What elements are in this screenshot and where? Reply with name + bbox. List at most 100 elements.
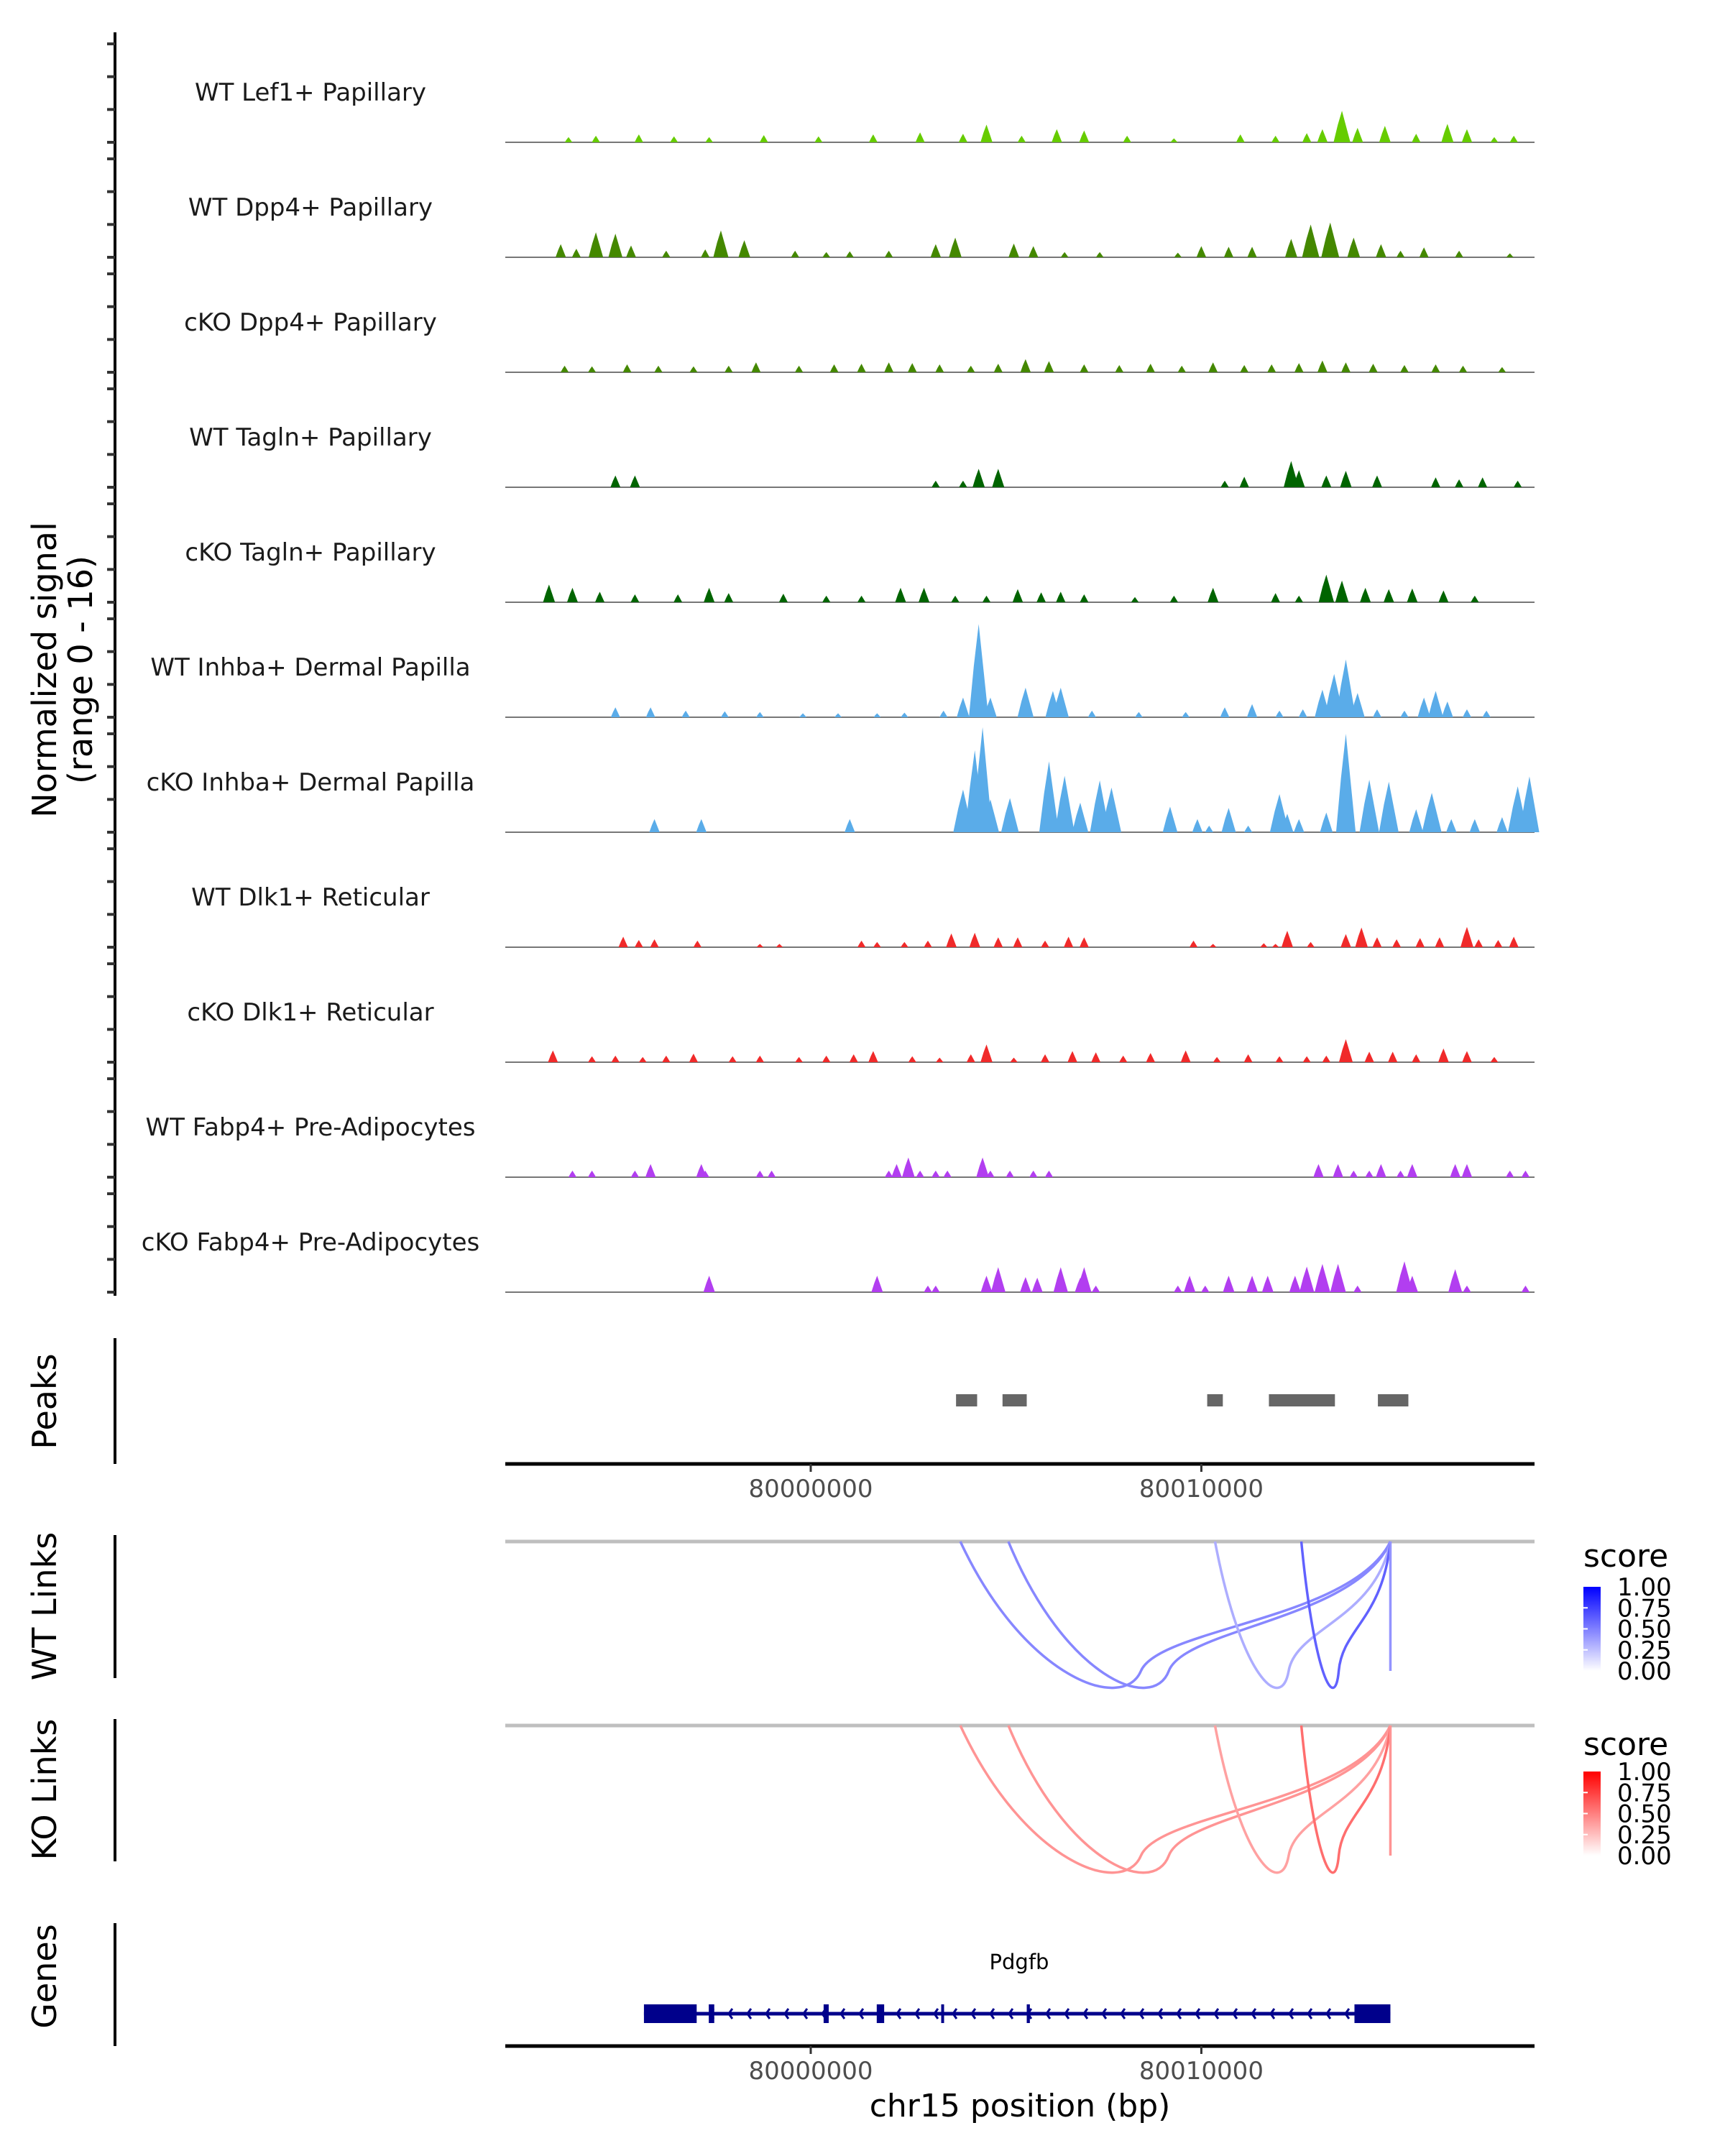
- track-label: WT Fabp4+ Pre-Adipocytes: [146, 1113, 476, 1142]
- strand-arrow: [914, 2008, 921, 2019]
- coverage-y-ticks: [107, 42, 115, 1294]
- signal-peak: [1095, 252, 1104, 257]
- signal-peak: [776, 944, 783, 947]
- coverage-track: cKO Dpp4+ Papillary: [184, 308, 1535, 373]
- signal-peak: [1307, 941, 1315, 947]
- signal-peak: [548, 1050, 558, 1062]
- gene-exon: [823, 2004, 829, 2023]
- signal-peak: [649, 819, 660, 832]
- signal-peak: [795, 365, 804, 372]
- signal-peak: [930, 244, 942, 257]
- signal-peak: [1281, 814, 1294, 832]
- signal-peak: [635, 939, 643, 947]
- x-tick-label: 80000000: [748, 1475, 873, 1503]
- signal-peak: [857, 940, 866, 947]
- signal-peak: [891, 1164, 902, 1177]
- signal-peak: [1302, 133, 1312, 142]
- signal-peak: [829, 364, 839, 372]
- ko-links-panel: KO Links: [25, 1719, 1535, 1874]
- signal-peak: [972, 727, 993, 832]
- signal-peak: [915, 132, 925, 142]
- signal-peak: [966, 1054, 975, 1062]
- signal-peak: [1192, 819, 1203, 832]
- signal-peak: [1431, 364, 1440, 372]
- signal-peak: [1220, 480, 1229, 487]
- signal-peak: [1180, 1050, 1191, 1062]
- legend-title: score: [1583, 1538, 1668, 1575]
- signal-peak: [1347, 237, 1361, 257]
- x-axis-upper: 80000000 80010000: [748, 1464, 1264, 1503]
- signal-peak: [1431, 477, 1440, 487]
- signal-peak: [969, 932, 980, 947]
- signal-peak: [1372, 475, 1382, 487]
- signal-peak: [1407, 588, 1418, 602]
- strand-arrow: [858, 2008, 865, 2019]
- signal-peak: [1460, 926, 1473, 947]
- y-axis-title-line2: (range 0 - 16): [61, 556, 100, 784]
- signal-peak: [972, 469, 985, 487]
- track-label: WT Dpp4+ Papillary: [188, 193, 433, 222]
- signal-peak: [1455, 479, 1464, 487]
- signal-peak: [873, 713, 881, 717]
- track-label: WT Lef1+ Papillary: [195, 78, 426, 107]
- signal-peak: [845, 251, 854, 257]
- signal-peak: [611, 1055, 620, 1062]
- signal-peak: [1284, 461, 1299, 487]
- signal-peak: [610, 707, 620, 717]
- signal-peak: [1239, 476, 1249, 487]
- signal-peak: [1041, 1054, 1049, 1062]
- coverage-track: WT Dpp4+ Papillary: [188, 193, 1535, 258]
- signal-peak: [1170, 138, 1178, 142]
- strand-arrow: [896, 2008, 902, 2019]
- signal-peak: [959, 480, 967, 487]
- signal-peak: [1029, 1170, 1038, 1177]
- x-axis-lower: 80000000 80010000: [748, 2046, 1264, 2086]
- signal-peak: [1474, 939, 1484, 947]
- legend-tick-label: 0.50: [1617, 1616, 1672, 1644]
- signal-peak: [703, 1276, 715, 1292]
- signal-peak: [980, 1044, 993, 1062]
- signal-peak: [1365, 1170, 1374, 1177]
- signal-peak: [1496, 817, 1508, 832]
- signal-peak: [868, 1051, 878, 1062]
- signal-peak: [932, 480, 940, 487]
- signal-peak: [1220, 707, 1230, 717]
- signal-peak: [728, 1056, 737, 1062]
- links-panel-title: KO Links: [25, 1719, 64, 1861]
- signal-peak: [1428, 691, 1443, 717]
- signal-peak: [1313, 1164, 1324, 1177]
- signal-peak: [670, 136, 678, 142]
- signal-peak: [1352, 127, 1363, 142]
- track-label: WT Dlk1+ Reticular: [191, 883, 430, 912]
- signal-peak: [1514, 480, 1522, 487]
- strand-arrow: [1120, 2008, 1126, 2019]
- signal-peak: [1010, 1057, 1018, 1062]
- signal-peak: [936, 1057, 944, 1062]
- signal-peak: [1146, 1053, 1156, 1062]
- signal-peak: [1223, 1276, 1235, 1292]
- signal-peak: [689, 1054, 699, 1062]
- signal-peak: [1017, 135, 1026, 142]
- signal-peak: [701, 1170, 709, 1177]
- coverage-track: WT Dlk1+ Reticular: [191, 883, 1535, 948]
- signal-peak: [1400, 710, 1409, 717]
- signal-peak: [738, 240, 750, 257]
- signal-peak: [713, 230, 729, 257]
- signal-peak: [990, 1267, 1006, 1292]
- signal-peak: [1494, 939, 1503, 947]
- signal-peak: [869, 134, 878, 142]
- signal-peak: [884, 362, 894, 372]
- coverage-track: cKO Tagln+ Papillary: [185, 538, 1535, 603]
- signal-peak: [1053, 1267, 1068, 1292]
- gene-exon: [643, 2004, 697, 2023]
- coverage-track: cKO Inhba+ Dermal Papilla: [147, 727, 1540, 833]
- signal-peak: [564, 137, 573, 142]
- signal-peak: [1289, 1276, 1301, 1292]
- signal-peak: [885, 250, 893, 257]
- track-label: cKO Inhba+ Dermal Papilla: [147, 768, 475, 797]
- signal-peak: [1400, 364, 1409, 372]
- signal-peak: [645, 1164, 656, 1177]
- coverage-track: WT Inhba+ Dermal Papilla: [150, 624, 1535, 718]
- signal-peak: [1135, 711, 1143, 717]
